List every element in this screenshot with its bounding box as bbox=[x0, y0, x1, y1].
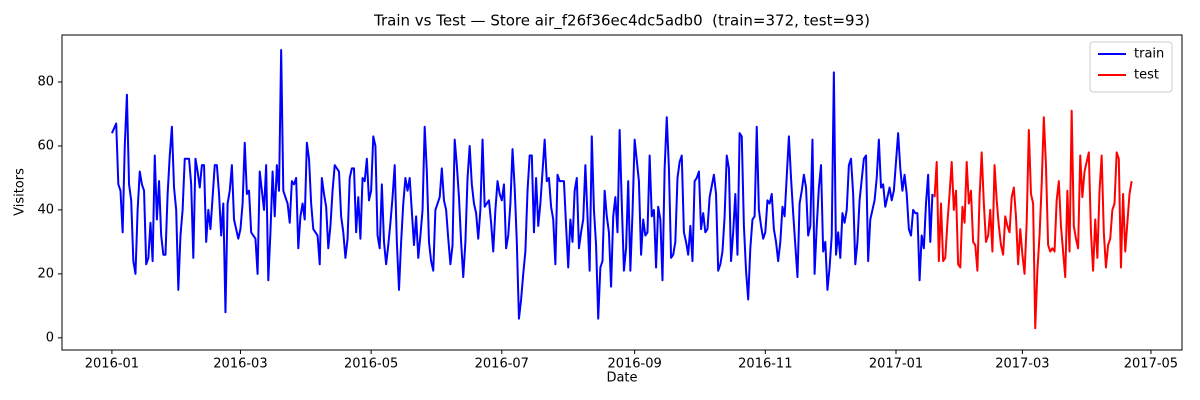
y-tick-label: 0 bbox=[46, 330, 54, 345]
y-tick-label: 60 bbox=[37, 138, 54, 153]
x-tick-label: 2017-01 bbox=[869, 357, 923, 372]
y-tick-label: 20 bbox=[37, 266, 54, 281]
x-tick-label: 2017-03 bbox=[995, 357, 1049, 372]
legend-label: test bbox=[1134, 68, 1159, 83]
y-tick-label: 40 bbox=[37, 202, 54, 217]
x-tick-label: 2016-01 bbox=[85, 357, 139, 372]
x-tick-label: 2016-03 bbox=[213, 357, 267, 372]
y-tick-label: 80 bbox=[37, 75, 54, 90]
plot-frame bbox=[61, 34, 1183, 351]
x-tick-label: 2016-09 bbox=[607, 357, 661, 372]
x-axis-label: Date bbox=[606, 371, 637, 386]
series-line bbox=[111, 49, 934, 320]
x-tick-label: 2016-05 bbox=[344, 357, 398, 372]
x-tick-label: 2017-05 bbox=[1124, 357, 1178, 372]
x-tick-label: 2016-11 bbox=[738, 357, 792, 372]
x-tick-label: 2016-07 bbox=[475, 357, 529, 372]
legend-label: train bbox=[1134, 47, 1164, 62]
y-axis-label: Visitors bbox=[13, 168, 28, 216]
chart-title: Train vs Test — Store air_f26f36ec4dc5ad… bbox=[373, 12, 870, 31]
series-line bbox=[933, 109, 1133, 330]
